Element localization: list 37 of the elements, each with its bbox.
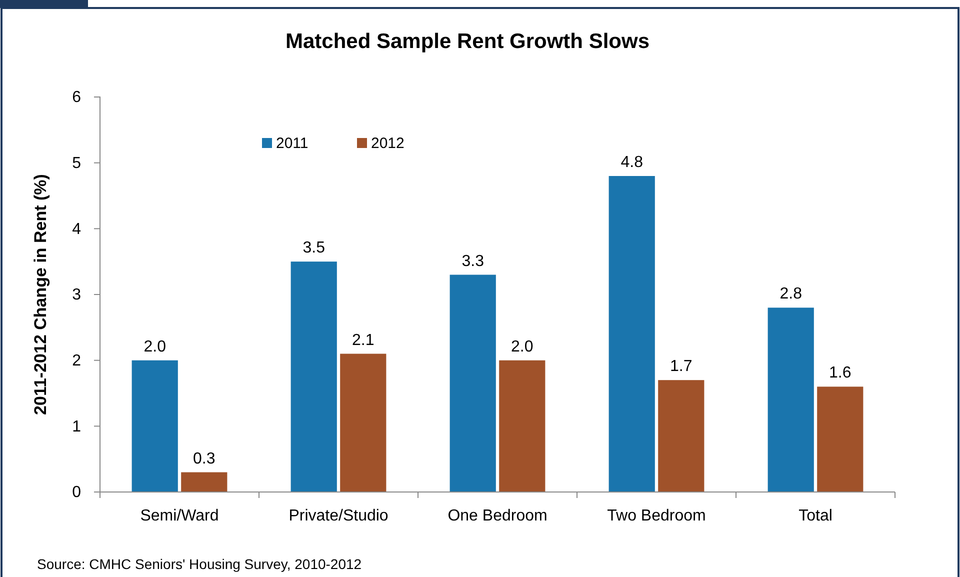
data-label: 3.3 xyxy=(462,252,484,270)
y-tick-label: 6 xyxy=(72,89,82,106)
data-label: 3.5 xyxy=(302,240,326,257)
x-tick-label: One Bedroom xyxy=(448,508,548,525)
data-label: 2.8 xyxy=(780,286,802,303)
x-tick-label: Semi/Ward xyxy=(140,508,219,525)
y-tick-label: 1 xyxy=(72,418,82,436)
data-label: 1.7 xyxy=(670,358,692,376)
bar xyxy=(132,360,178,492)
bar xyxy=(608,176,655,492)
bar xyxy=(181,472,228,492)
x-tick-label: Total xyxy=(798,508,832,525)
legend-label: 2012 xyxy=(371,135,404,152)
data-label: 0.3 xyxy=(193,450,216,468)
legend-label: 2011 xyxy=(276,135,308,152)
bar xyxy=(290,262,337,492)
bar xyxy=(340,354,386,492)
bar xyxy=(768,308,814,492)
bar xyxy=(450,274,496,492)
y-tick-label: 3 xyxy=(72,286,82,304)
y-axis-title: 2011-2012 Change in Rent (%) xyxy=(31,174,50,415)
y-tick-label: 0 xyxy=(72,484,82,502)
chart-title: Matched Sample Rent Growth Slows xyxy=(285,30,650,53)
y-tick-label: 4 xyxy=(72,220,82,238)
data-label: 2.1 xyxy=(352,332,374,349)
source-note: Source: CMHC Seniors' Housing Survey, 2010-2012 xyxy=(37,556,362,572)
y-tick-label: 5 xyxy=(72,154,82,172)
bar xyxy=(499,360,546,492)
x-tick-label: Two Bedroom xyxy=(607,508,706,525)
y-tick-label: 2 xyxy=(72,352,82,370)
x-tick-label: Private/Studio xyxy=(288,508,388,525)
data-label: 2.0 xyxy=(511,338,534,356)
data-label: 1.6 xyxy=(829,364,852,382)
data-label: 4.8 xyxy=(620,154,644,171)
bar xyxy=(658,380,704,492)
bar xyxy=(817,386,864,492)
data-label: 2.0 xyxy=(144,338,166,356)
